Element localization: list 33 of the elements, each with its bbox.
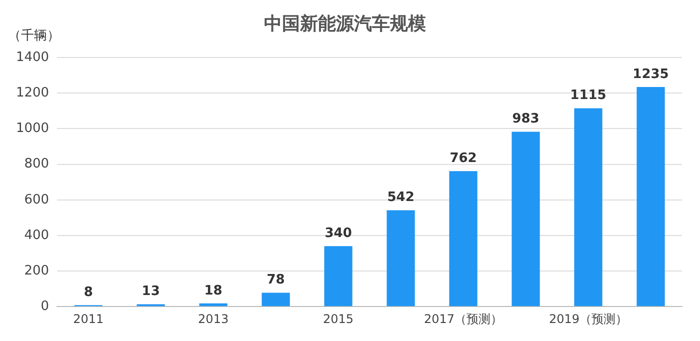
- data-label: 542: [387, 190, 414, 206]
- y-tick-label: 200: [24, 263, 50, 278]
- x-tick-label: 2019（预测）: [548, 312, 628, 326]
- data-label: 18: [204, 283, 222, 298]
- chart-title: 中国新能源汽车规模: [264, 13, 426, 34]
- y-axis-title: （千辆）: [8, 28, 60, 44]
- bar: [199, 303, 228, 306]
- bar: [449, 171, 478, 306]
- data-label: 762: [450, 150, 477, 166]
- bar: [262, 292, 290, 306]
- x-tick-label: 2015: [323, 312, 354, 326]
- data-label: 8: [84, 285, 93, 300]
- x-tick-label: 2011: [73, 312, 104, 326]
- x-tick-label: 2017（预测）: [424, 312, 503, 326]
- bar: [512, 132, 540, 306]
- bar: [574, 108, 602, 306]
- bar: [386, 210, 415, 306]
- data-label: 1115: [570, 88, 606, 104]
- bar: [636, 86, 665, 306]
- y-tick-label: 1200: [16, 86, 50, 101]
- x-tick-label: 2013: [198, 312, 229, 326]
- y-tick-label: 400: [24, 228, 50, 243]
- y-tick-label: 800: [24, 156, 50, 172]
- data-label: 13: [142, 284, 160, 300]
- data-label: 78: [266, 272, 285, 288]
- data-label: 340: [324, 226, 352, 242]
- data-label: 983: [512, 112, 540, 127]
- data-label: 1235: [632, 66, 669, 82]
- y-tick-label: 1000: [16, 121, 50, 136]
- y-tick-label: 0: [40, 298, 50, 314]
- y-tick-label: 600: [24, 192, 50, 208]
- y-tick-label: 1400: [16, 50, 50, 65]
- bar: [324, 246, 352, 306]
